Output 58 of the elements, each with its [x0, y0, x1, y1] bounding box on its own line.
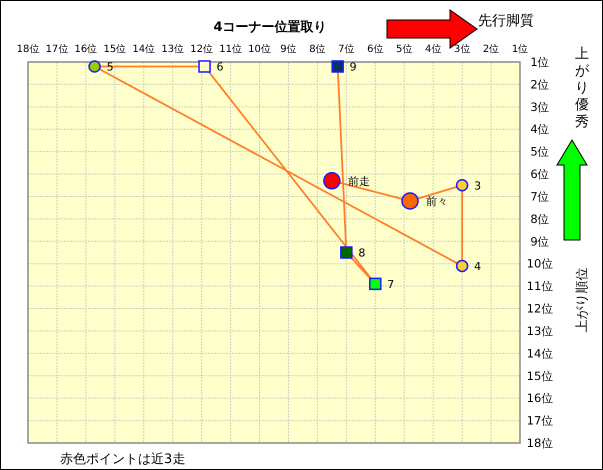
x-tick-label: 4位 — [424, 43, 442, 55]
point — [88, 60, 101, 73]
x-tick-label: 10位 — [248, 43, 271, 55]
y-tick-label: 11位 — [526, 279, 554, 294]
y-tick-label: 18位 — [526, 436, 554, 450]
x-tick-label: 5位 — [396, 43, 412, 55]
chart-title: 4コーナー位置取り — [213, 20, 327, 35]
y-tick-label: 6位 — [530, 167, 550, 182]
annotation: 3 — [474, 179, 482, 192]
y-tick-label: 1位 — [530, 55, 550, 69]
x-tick-label: 14位 — [132, 43, 156, 55]
x-tick-label: 1位 — [512, 43, 528, 55]
y-tick-label: 15位 — [526, 368, 554, 383]
y-tick-label: 5位 — [530, 144, 550, 159]
point — [323, 172, 341, 190]
annotation: 前走 — [348, 174, 370, 188]
y-tick-label: 12位 — [526, 302, 554, 316]
y-tick-label: 3位 — [530, 100, 550, 114]
x-tick-label: 2位 — [482, 43, 500, 55]
x-tick-label: 17位 — [46, 43, 68, 55]
x-tick-label: 3位 — [454, 43, 470, 55]
x-tick-label: 6位 — [367, 43, 384, 55]
point — [331, 60, 344, 73]
y-tick-label: 4位 — [530, 122, 550, 136]
y-tick-label: 9位 — [530, 234, 550, 248]
text: 上がり優秀 — [575, 46, 590, 130]
x-tick-label: 7位 — [338, 43, 355, 55]
annotation: 9 — [350, 60, 357, 74]
x-tick-label: 15位 — [103, 43, 126, 55]
annotation: 4 — [474, 260, 482, 273]
y-tick-label: 16位 — [526, 391, 554, 406]
annotation: 前々 — [426, 194, 448, 208]
point — [340, 246, 353, 259]
text: 赤色ポイントは近3走 — [60, 452, 186, 467]
x-tick-label: 16位 — [74, 43, 98, 55]
x-tick-label: 12位 — [190, 43, 214, 55]
y-tick-label: 2位 — [530, 77, 550, 92]
x-tick-label: 11位 — [219, 43, 242, 55]
annotation: 8 — [358, 246, 366, 260]
annotation: 7 — [387, 278, 394, 291]
annotation: 6 — [216, 60, 224, 74]
y-tick-label: 13位 — [526, 324, 554, 338]
x-tick-label: 9位 — [280, 43, 297, 55]
point — [198, 60, 211, 73]
point — [456, 260, 468, 272]
x-tick-label: 13位 — [161, 43, 184, 55]
y-tick-label: 10位 — [526, 256, 554, 271]
y-axis-title: 上がり順位 — [575, 268, 590, 332]
point — [401, 192, 419, 210]
y-tick-label: 17位 — [526, 414, 554, 428]
x-tick-label: 18位 — [16, 43, 40, 55]
x-tick-label: 8位 — [309, 43, 326, 55]
y-tick-label: 14位 — [526, 346, 554, 360]
point — [369, 278, 382, 290]
point — [456, 179, 468, 192]
text: 先行脚質 — [478, 13, 534, 29]
y-tick-label: 8位 — [530, 212, 550, 226]
y-tick-label: 7位 — [530, 189, 550, 204]
